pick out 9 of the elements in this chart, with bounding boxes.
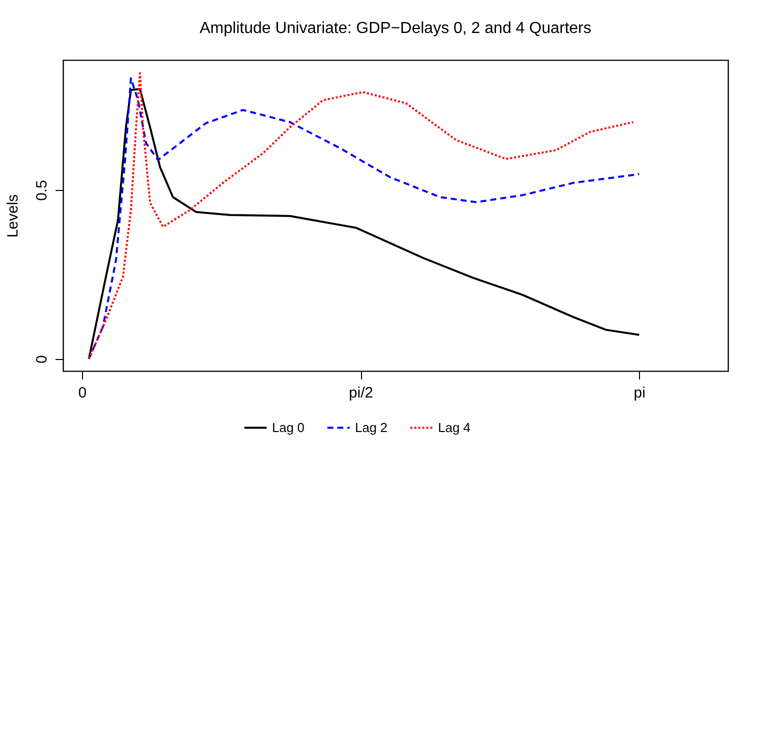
legend-label: Lag 0 (272, 420, 305, 435)
chart-title: Amplitude Univariate: GDP−Delays 0, 2 and 4 Quarters (200, 20, 592, 37)
legend-label: Lag 4 (438, 420, 471, 435)
y-tick-label: 0.5 (34, 180, 50, 201)
x-tick-label: 0 (78, 384, 87, 402)
legend-label: Lag 2 (355, 420, 388, 435)
x-tick-label: pi (634, 384, 646, 402)
x-tick-label: pi/2 (348, 384, 374, 402)
y-axis-title: Levels (4, 194, 22, 238)
